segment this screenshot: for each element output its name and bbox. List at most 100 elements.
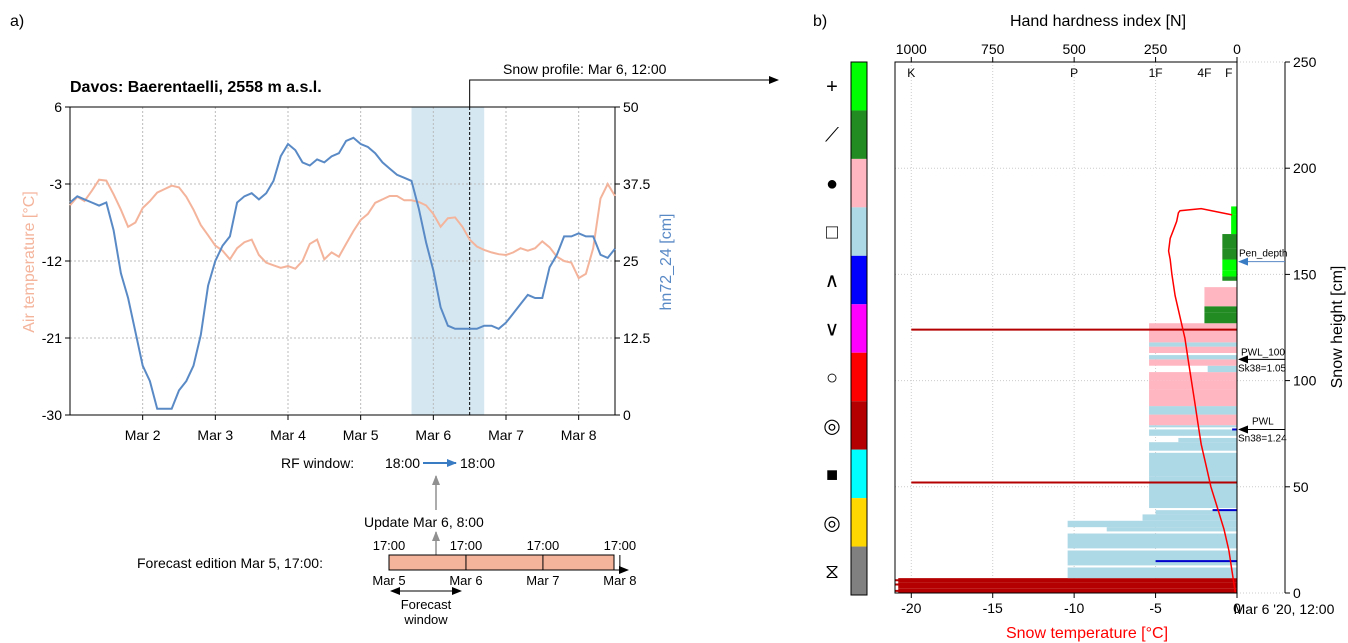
forecast-tick-date: Mar 6 [449,573,482,588]
snow-layer-bar [1204,306,1237,313]
chart-a-left-tick-label: -30 [42,407,62,423]
melt-freeze-crust-icon: ◎ [823,415,840,437]
grain-legend: + ⟋ ● □ ∧ ∨ ○ ◎ ■ ◎ ⧖ [823,61,868,596]
forecast-window-label-line2: window [403,612,448,627]
grain-color-swatch [851,449,867,499]
snow-layer-bar [1149,389,1237,407]
faceted-crystals-icon: □ [826,222,838,244]
chart-a-x-ticks: Mar 2 Mar 3 Mar 4 Mar 5 Mar 6 Mar 7 Mar 8 [125,415,597,443]
chart-a-right-tick-label: 25 [623,253,639,269]
snow-layer-bar [1149,476,1237,509]
snow-layer-bar [1207,365,1237,373]
forecast-tick-date: Mar 7 [526,573,559,588]
chart-a-x-tick-label: Mar 2 [125,427,161,443]
rf-window-end: 18:00 [460,455,495,471]
ice-layer-icon: ■ [826,464,838,486]
chart-a-right-tick-label: 0 [623,407,631,423]
pwl-label: PWL [1252,416,1274,427]
pwl100-stability: Sk38=1.05 [1238,363,1287,374]
snow-layer-bar [1204,287,1237,303]
snow-layer-bar [1155,510,1237,515]
chart-a-right-tick-label: 50 [623,99,639,115]
graupel-icon: ⧖ [825,561,839,583]
snow-layer-bar [1149,380,1237,390]
pwl-stability: Sn38=1.24 [1238,433,1287,444]
grain-color-swatch [851,352,867,402]
rounded-grains-icon: ● [826,173,838,195]
forecast-tick-time: 17:00 [604,538,637,553]
snow-layer-bar [1204,312,1237,324]
snow-layer-bar [1142,514,1237,521]
chart-b-right-tick-label: 150 [1293,266,1317,282]
snow-layer-bar [1149,323,1237,328]
chart-a-right-ticks: 0 12.5 25 37.5 50 [615,99,650,423]
snow-layer-bar [1222,234,1237,249]
snow-layer-bar [1067,533,1237,549]
update-label: Update Mar 6, 8:00 [364,514,484,530]
grain-color-swatch [851,304,867,353]
snow-layer-bar [1067,567,1237,579]
rf-window-start: 18:00 [385,455,420,471]
chart-a-x-tick-label: Mar 3 [197,427,233,443]
pen-depth-label: Pen_depth [1239,249,1287,260]
pwl100-label: PWL_100 [1241,347,1285,358]
grain-color-swatch [851,207,867,256]
panel-a: a) Davos: Baerentaelli, 2558 m a.s.l. 6 -… [10,13,779,627]
snow-layer-bar [1222,270,1237,277]
chart-b-bottom-ticks: -20 -15 -10 -5 0 [901,593,1241,616]
chart-b-top-tick-label: 500 [1062,41,1086,57]
snow-profile-label: Snow profile: Mar 6, 12:00 [503,61,667,77]
chart-b-bottom-tick-label: -10 [1064,600,1084,616]
snow-layer-bar [1067,520,1237,528]
surface-hoar-icon: ∨ [825,319,840,341]
snow-layers [898,206,1237,593]
snow-layer-bar [1149,414,1237,426]
rf-window-prefix: RF window: [281,455,354,471]
snow-height-axis-label: Snow height [cm] [1329,266,1346,389]
panel-b: b) Hand hardness index [N] + ⟋ ● □ ∧ ∨ ○ ◎ ■ ◎ ⧖ 1… [813,13,1346,642]
hardness-label: 1F [1149,66,1163,80]
chart-b-right-tick-label: 50 [1293,479,1309,495]
forecast-timeline-ticks: 17:00 Mar 5 17:00 Mar 6 17:00 Mar 7 17:00 Mar 8 [372,538,636,588]
forecast-tick-time: 17:00 [373,538,406,553]
snow-temperature-series [1167,207,1237,594]
snow-layer-bar [1106,527,1237,532]
chart-b-top-tick-label: 750 [981,41,1005,57]
chart-a-x-tick-label: Mar 7 [488,427,524,443]
hardness-label: F [1225,66,1232,80]
forecast-tick-date: Mar 5 [372,573,405,588]
forecast-tick-date: Mar 8 [603,573,636,588]
chart-b-frame [894,61,1238,594]
chart-a-title: Davos: Baerentaelli, 2558 m a.s.l. [70,79,322,96]
snow-layer-bar [1204,302,1237,307]
chart-a-left-tick-label: -12 [42,253,62,269]
chart-b-top-tick-label: 0 [1233,41,1241,57]
decomposing-fragments-icon: ⟋ [825,125,839,147]
snow-layer-bar [1231,214,1237,235]
grain-color-swatch [851,401,867,450]
chart-a-right-tick-label: 12.5 [623,330,650,346]
snow-layer-bar [898,582,1237,589]
chart-b-right-ticks: 0 50 100 150 200 250 [1284,54,1317,601]
panel-b-label: b) [813,13,827,30]
chart-a-x-tick-label: Mar 5 [343,427,379,443]
hardness-label: K [907,66,915,80]
snow-layer-bar [1067,550,1237,566]
snow-layer-bar [1149,429,1237,436]
hardness-label: P [1070,66,1078,80]
chart-b-right-tick-label: 0 [1293,585,1301,601]
forecast-window-label-line1: Forecast [401,597,452,612]
snow-layer-bar [1231,206,1237,215]
snow-layer-bar [1149,346,1237,353]
grain-legend-frame [850,61,868,596]
forecast-tick-time: 17:00 [450,538,483,553]
grain-color-swatch [851,498,867,547]
air-temperature-series [69,178,616,280]
snow-layer-bar [1149,355,1237,360]
chart-a-x-tick-label: Mar 6 [415,427,451,443]
snow-layer-bar [1149,359,1237,366]
profile-date-label: Mar 6 '20, 12:00 [1234,601,1335,617]
forecast-edition-label: Forecast edition Mar 5, 17:00: [137,555,323,571]
snow-layer-bar [1149,372,1237,381]
